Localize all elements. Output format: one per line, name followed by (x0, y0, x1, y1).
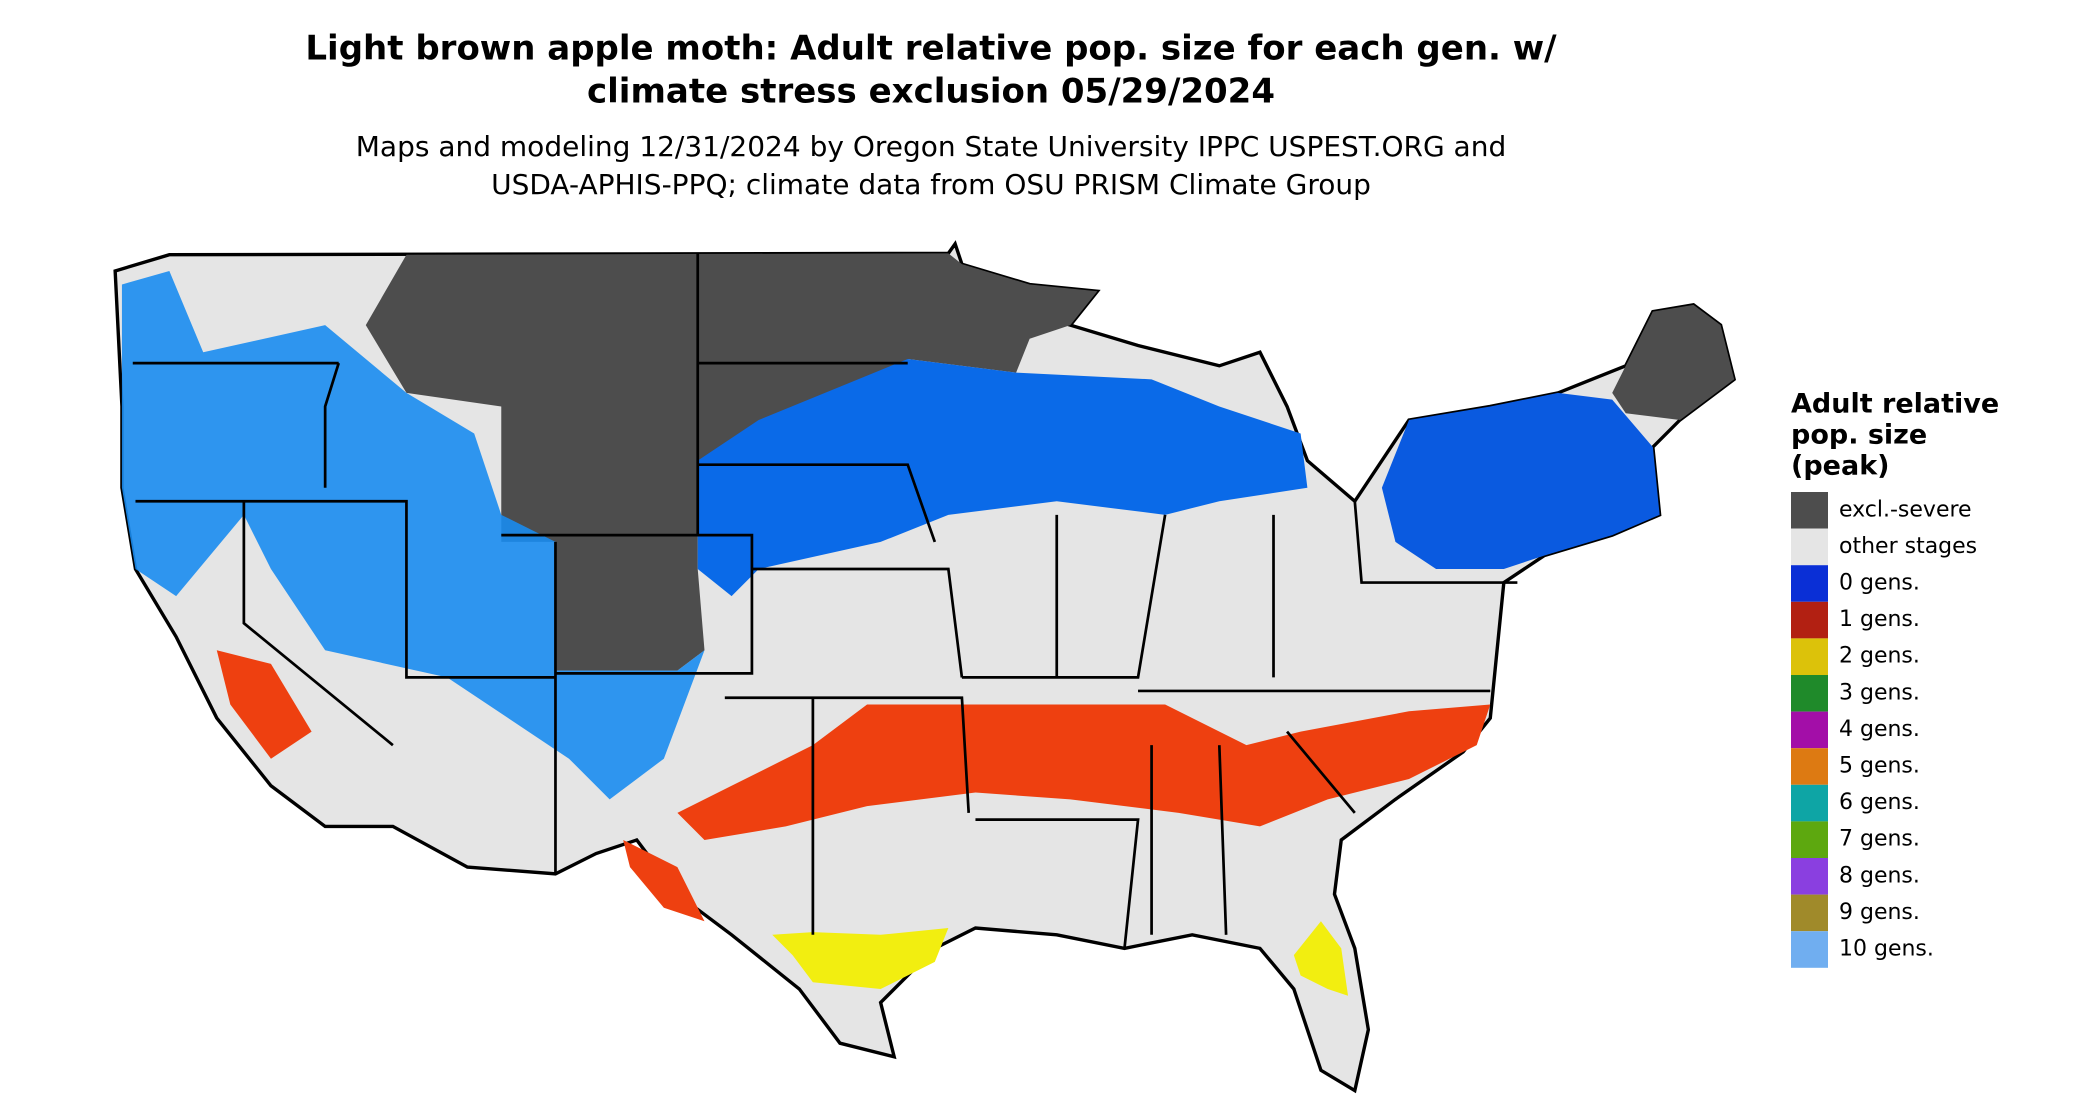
red-west (216, 650, 705, 922)
legend-title: (peak) (1791, 451, 1890, 482)
legend-swatch (1791, 565, 1828, 602)
legend-swatch (1791, 858, 1828, 895)
legend-swatch (1791, 492, 1828, 529)
legend-swatch (1791, 748, 1828, 785)
legend-swatch (1791, 894, 1828, 932)
legend-label: 6 gens. (1839, 790, 1920, 815)
blue-west (121, 270, 705, 800)
legend-title: pop. size (1791, 420, 1927, 451)
title-line: Light brown apple moth: Adult relative p… (305, 29, 1557, 69)
legend-label: 5 gens. (1839, 754, 1920, 779)
legend-label: 2 gens. (1839, 644, 1920, 669)
title-line: climate stress exclusion 05/29/2024 (587, 72, 1275, 112)
severe-maine (1612, 304, 1735, 420)
subtitle-line: USDA-APHIS-PPQ; climate data from OSU PR… (491, 168, 1371, 201)
legend-swatch (1791, 821, 1828, 858)
legend-label: 0 gens. (1839, 571, 1920, 596)
legend-label: 4 gens. (1839, 717, 1920, 742)
legend-label: 7 gens. (1839, 827, 1920, 852)
legend-swatch (1791, 528, 1828, 566)
yellow-texas (772, 928, 949, 990)
state-lines (132, 253, 1518, 949)
legend-swatch (1791, 784, 1828, 822)
legend-label: excl.-severe (1839, 497, 1972, 522)
red-south (677, 704, 1491, 840)
legend-swatch (1791, 675, 1828, 712)
yellow-florida (1293, 921, 1349, 996)
severe-north (365, 253, 1098, 671)
legend-label: 1 gens. (1839, 607, 1920, 632)
legend-label: 9 gens. (1839, 900, 1920, 925)
legend-label: 8 gens. (1839, 863, 1920, 888)
us-map (113, 240, 1737, 1094)
legend-label: other stages (1839, 534, 1977, 559)
subtitle-line: Maps and modeling 12/31/2024 by Oregon S… (356, 130, 1507, 163)
legend-swatch (1791, 711, 1828, 749)
blue-north-central (697, 359, 1308, 597)
legend-swatch (1791, 601, 1828, 639)
legend-swatch (1791, 931, 1828, 968)
legend-swatch (1791, 638, 1828, 675)
legend-title: Adult relative (1791, 389, 1999, 420)
legend-label: 10 gens. (1839, 937, 1934, 962)
blue-northeast (1381, 392, 1660, 570)
legend-label: 3 gens. (1839, 680, 1920, 705)
